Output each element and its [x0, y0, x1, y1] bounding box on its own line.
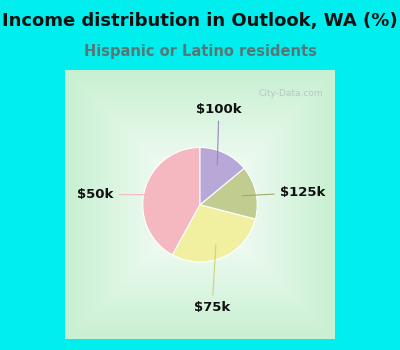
- Text: Hispanic or Latino residents: Hispanic or Latino residents: [84, 44, 316, 59]
- Text: City-Data.com: City-Data.com: [259, 89, 323, 98]
- Wedge shape: [143, 147, 200, 255]
- Text: $100k: $100k: [196, 103, 242, 166]
- Text: Income distribution in Outlook, WA (%): Income distribution in Outlook, WA (%): [2, 12, 398, 30]
- Wedge shape: [200, 147, 244, 205]
- Text: $125k: $125k: [242, 186, 325, 199]
- Wedge shape: [200, 168, 257, 219]
- Wedge shape: [172, 205, 256, 262]
- Text: $50k: $50k: [77, 188, 158, 201]
- Text: $75k: $75k: [194, 245, 230, 314]
